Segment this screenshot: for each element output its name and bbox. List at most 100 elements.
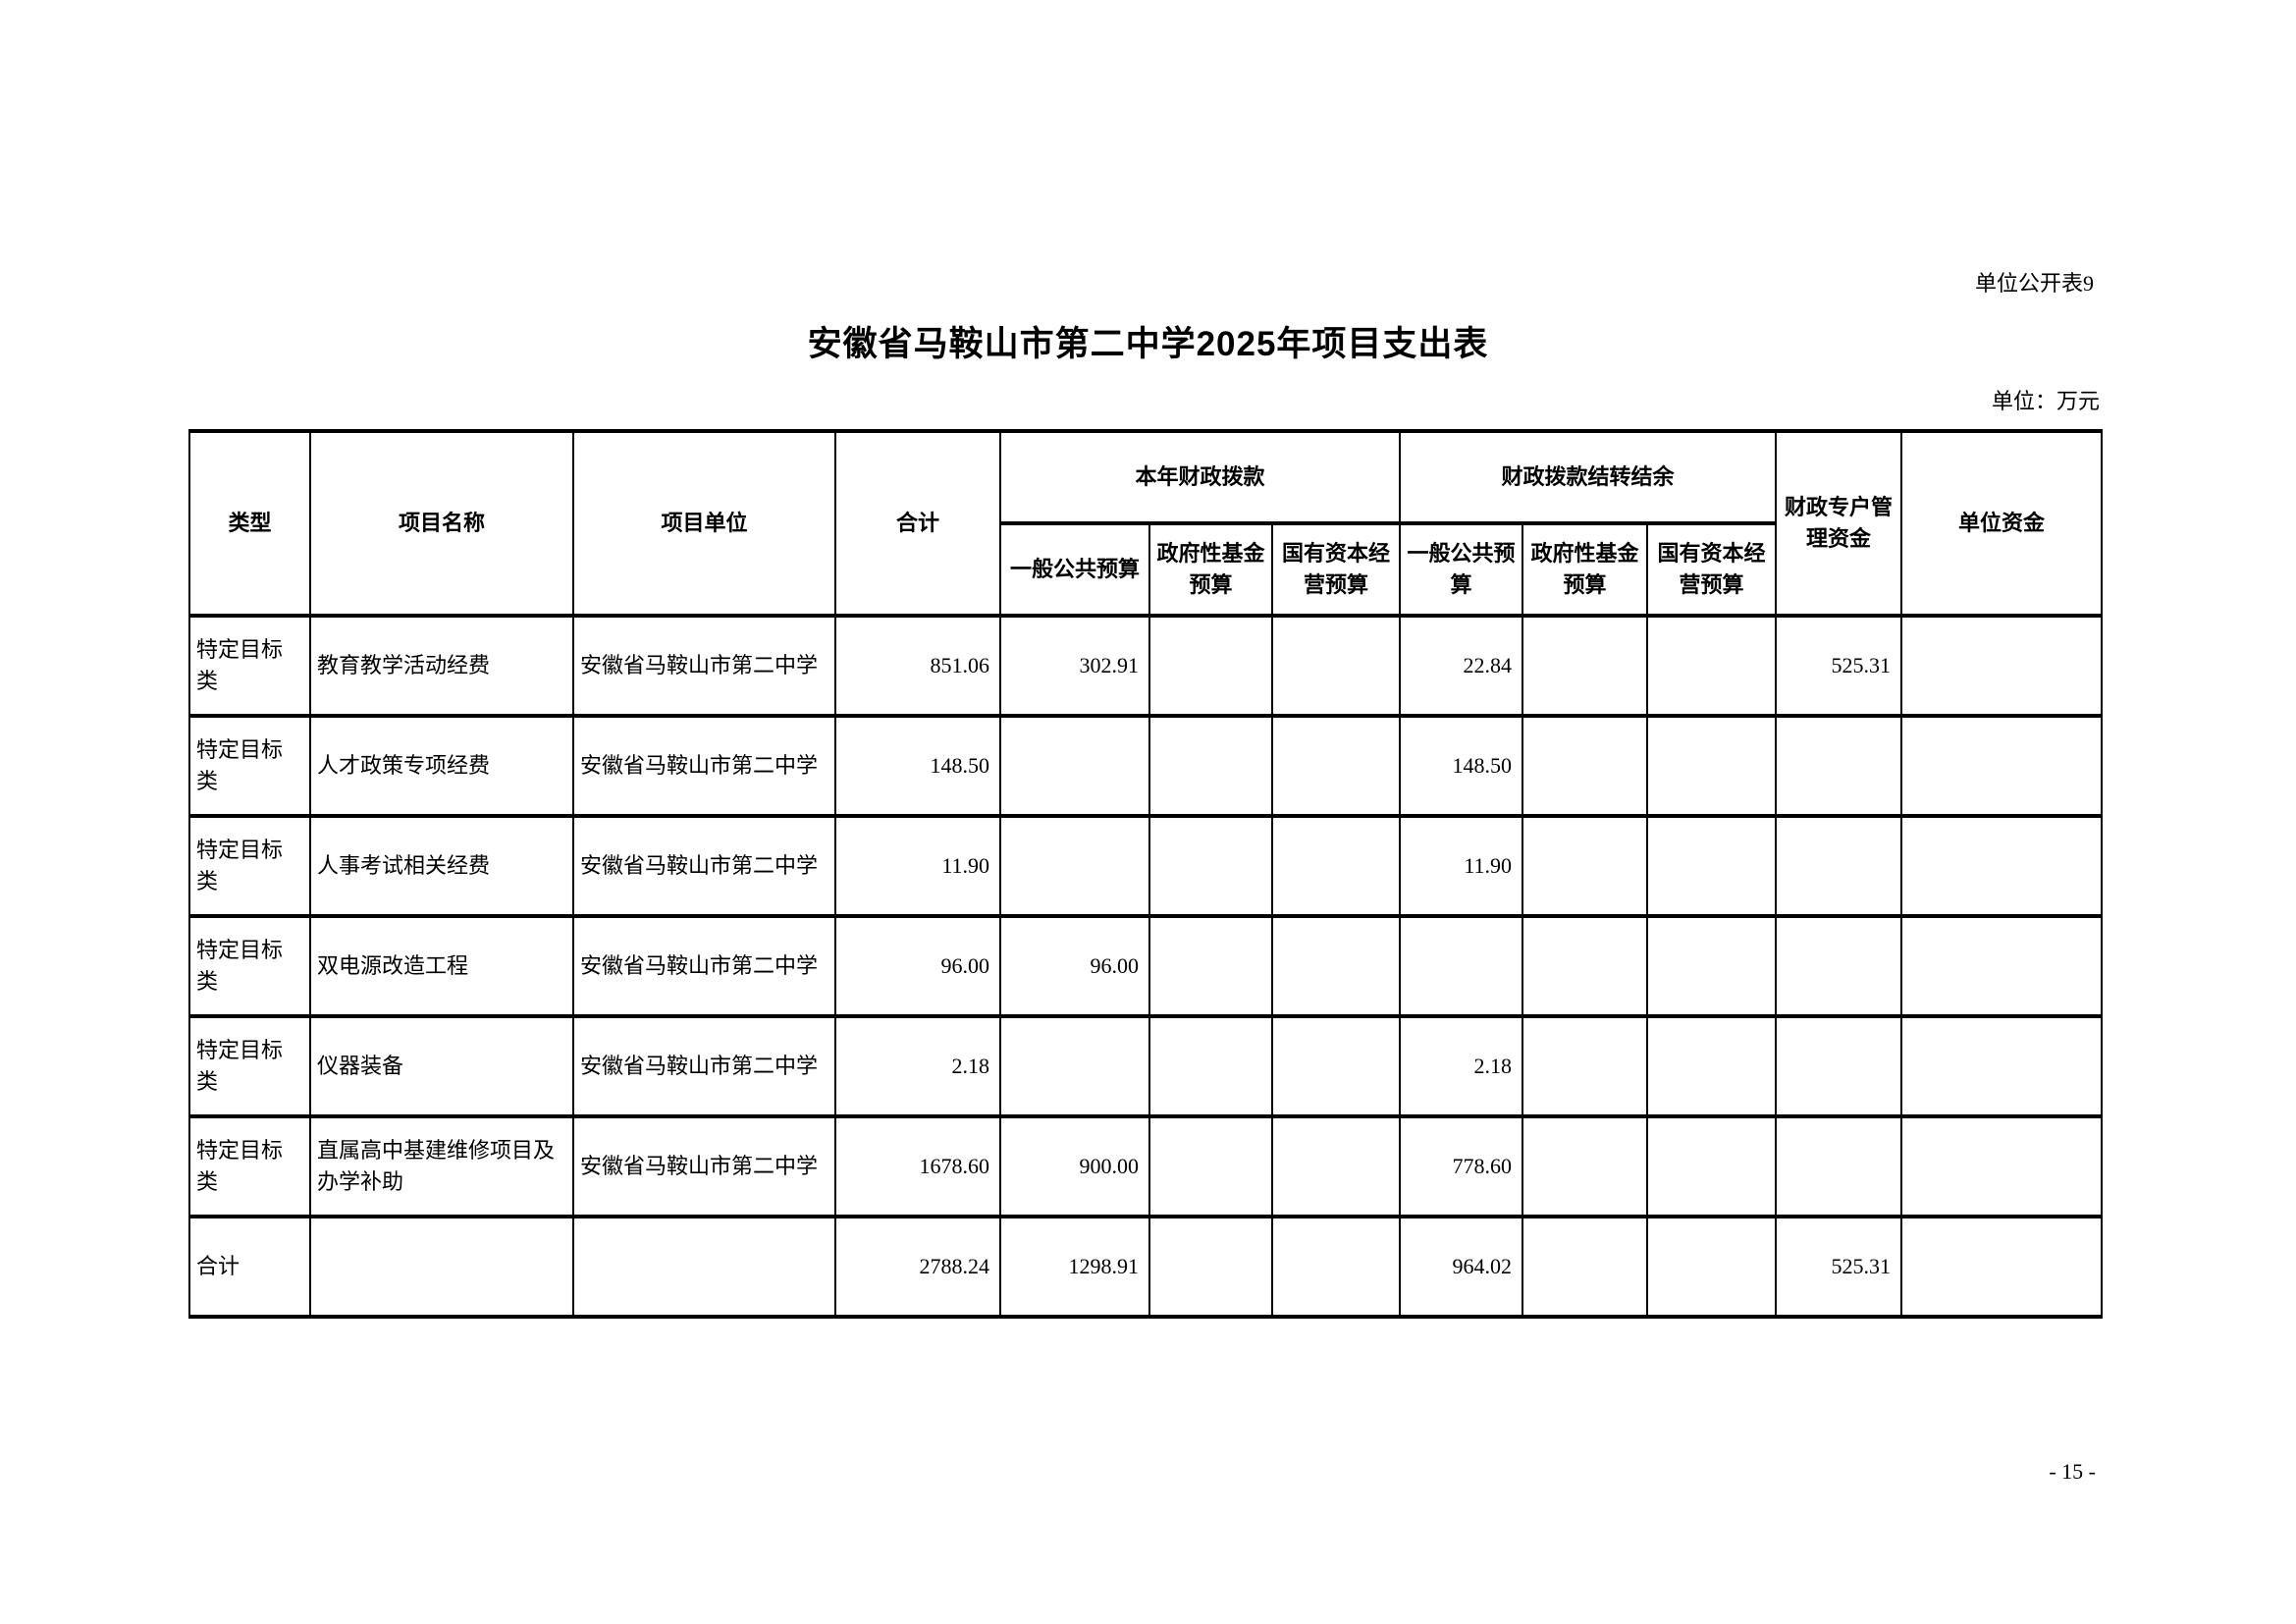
cell-carry-govfund (1522, 1114, 1649, 1218)
cell-total: 2.18 (834, 1014, 1001, 1118)
header-row-groups: 类型 项目名称 项目单位 合计 本年财政拨款 财政拨款结转结余 财政专户管理资金… (188, 429, 2104, 618)
col-header-project-unit: 项目单位 (572, 429, 836, 618)
cell-type: 特定目标类 (188, 914, 311, 1018)
cell-fiscal-account (1775, 714, 1903, 818)
cell-total: 96.00 (834, 914, 1001, 1018)
cell-cur-statecap (1270, 1114, 1402, 1218)
cell-cur-govfund (1148, 1014, 1273, 1118)
col-header-cur-govfund-budget: 政府性基金预算 (1148, 521, 1273, 618)
cell-carry-general (1399, 914, 1524, 1018)
cell-cur-general: 1298.91 (999, 1215, 1150, 1319)
project-expenditure-table: 类型 项目名称 项目单位 合计 本年财政拨款 财政拨款结转结余 财政专户管理资金… (188, 429, 2104, 1319)
cell-cur-general (999, 814, 1150, 918)
cell-cur-govfund (1148, 614, 1273, 718)
col-header-carry-govfund-budget: 政府性基金预算 (1522, 521, 1649, 618)
col-header-type: 类型 (188, 429, 311, 618)
cell-cur-statecap (1270, 614, 1402, 718)
cell-project-unit: 安徽省马鞍山市第二中学 (572, 1114, 836, 1218)
cell-cur-govfund (1148, 814, 1273, 918)
cell-carry-govfund (1522, 1215, 1649, 1319)
col-header-total: 合计 (834, 429, 1001, 618)
cell-type: 特定目标类 (188, 814, 311, 918)
cell-cur-statecap (1270, 1215, 1402, 1319)
cell-cur-general (999, 1014, 1150, 1118)
cell-unit-funds (1900, 914, 2104, 1018)
cell-carry-statecap (1646, 714, 1778, 818)
cell-project-unit: 安徽省马鞍山市第二中学 (572, 914, 836, 1018)
cell-carry-govfund (1522, 914, 1649, 1018)
cell-project-unit: 安徽省马鞍山市第二中学 (572, 1014, 836, 1118)
cell-total: 2788.24 (834, 1215, 1001, 1319)
cell-unit-funds (1900, 814, 2104, 918)
cell-carry-statecap (1646, 1114, 1778, 1218)
cell-carry-general: 778.60 (1399, 1114, 1524, 1218)
cell-type: 特定目标类 (188, 1114, 311, 1218)
cell-cur-general: 96.00 (999, 914, 1150, 1018)
cell-type: 合计 (188, 1215, 311, 1319)
cell-total: 1678.60 (834, 1114, 1001, 1218)
cell-carry-general: 11.90 (1399, 814, 1524, 918)
cell-carry-statecap (1646, 814, 1778, 918)
cell-carry-general: 148.50 (1399, 714, 1524, 818)
cell-fiscal-account (1775, 1014, 1903, 1118)
col-header-cur-statecap-budget: 国有资本经营预算 (1270, 521, 1402, 618)
cell-carry-statecap (1646, 1215, 1778, 1319)
cell-total: 148.50 (834, 714, 1001, 818)
cell-cur-general: 900.00 (999, 1114, 1150, 1218)
cell-project-name: 直属高中基建维修项目及办学补助 (309, 1114, 574, 1218)
cell-project-name: 人才政策专项经费 (309, 714, 574, 818)
cell-carry-govfund (1522, 714, 1649, 818)
unit-note: 单位：万元 (1991, 389, 2100, 413)
cell-cur-statecap (1270, 814, 1402, 918)
cell-project-name (309, 1215, 574, 1319)
cell-fiscal-account: 525.31 (1775, 1215, 1903, 1319)
cell-carry-statecap (1646, 914, 1778, 1018)
col-header-cur-general-budget: 一般公共预算 (999, 521, 1150, 618)
cell-cur-govfund (1148, 714, 1273, 818)
cell-cur-general: 302.91 (999, 614, 1150, 718)
cell-fiscal-account: 525.31 (1775, 614, 1903, 718)
col-group-current-appropriation: 本年财政拨款 (998, 429, 1402, 525)
cell-cur-statecap (1270, 714, 1402, 818)
cell-fiscal-account (1775, 1114, 1903, 1218)
cell-carry-govfund (1522, 1014, 1649, 1118)
cell-unit-funds (1900, 1114, 2104, 1218)
cell-unit-funds (1900, 614, 2104, 718)
cell-project-unit: 安徽省马鞍山市第二中学 (572, 614, 836, 718)
table-total-row: 合计 2788.24 1298.91 964.02 525.31 (188, 1215, 2104, 1319)
col-group-carryover: 财政拨款结转结余 (1399, 429, 1778, 525)
cell-project-unit: 安徽省马鞍山市第二中学 (572, 714, 836, 818)
col-header-fiscal-account: 财政专户管理资金 (1775, 429, 1903, 618)
cell-cur-general (999, 714, 1150, 818)
cell-project-name: 仪器装备 (309, 1014, 574, 1118)
cell-carry-general: 2.18 (1399, 1014, 1524, 1118)
table-row: 特定目标类 教育教学活动经费 安徽省马鞍山市第二中学 851.06 302.91… (188, 614, 2104, 718)
cell-fiscal-account (1775, 814, 1903, 918)
cell-project-unit: 安徽省马鞍山市第二中学 (572, 814, 836, 918)
page-number: - 15 - (2049, 1459, 2096, 1484)
cell-carry-statecap (1646, 614, 1778, 718)
doc-label: 单位公开表9 (1974, 271, 2094, 296)
cell-type: 特定目标类 (188, 1014, 311, 1118)
cell-cur-govfund (1148, 914, 1273, 1018)
cell-carry-general: 964.02 (1399, 1215, 1524, 1319)
cell-project-name: 人事考试相关经费 (309, 814, 574, 918)
cell-unit-funds (1900, 1215, 2104, 1319)
header-row-subcolumns: 一般公共预算 政府性基金预算 国有资本经营预算 一般公共预算 政府性基金预算 国… (189, 521, 2102, 618)
cell-type: 特定目标类 (188, 614, 311, 718)
cell-carry-statecap (1646, 1014, 1778, 1118)
cell-carry-govfund (1522, 614, 1649, 718)
table-row: 特定目标类 仪器装备 安徽省马鞍山市第二中学 2.18 2.18 (188, 1014, 2104, 1118)
table-header: 类型 项目名称 项目单位 合计 本年财政拨款 财政拨款结转结余 财政专户管理资金… (188, 429, 2104, 618)
page-title: 安徽省马鞍山市第二中学2025年项目支出表 (807, 325, 1489, 363)
cell-carry-general: 22.84 (1399, 614, 1524, 718)
cell-cur-govfund (1148, 1114, 1273, 1218)
cell-carry-govfund (1522, 814, 1649, 918)
cell-total: 11.90 (834, 814, 1001, 918)
table-row: 特定目标类 人事考试相关经费 安徽省马鞍山市第二中学 11.90 11.90 (188, 814, 2104, 918)
table-row: 特定目标类 双电源改造工程 安徽省马鞍山市第二中学 96.00 96.00 (188, 914, 2104, 1018)
cell-unit-funds (1900, 714, 2104, 818)
cell-project-name: 双电源改造工程 (309, 914, 574, 1018)
col-header-carry-statecap-budget: 国有资本经营预算 (1646, 521, 1778, 618)
